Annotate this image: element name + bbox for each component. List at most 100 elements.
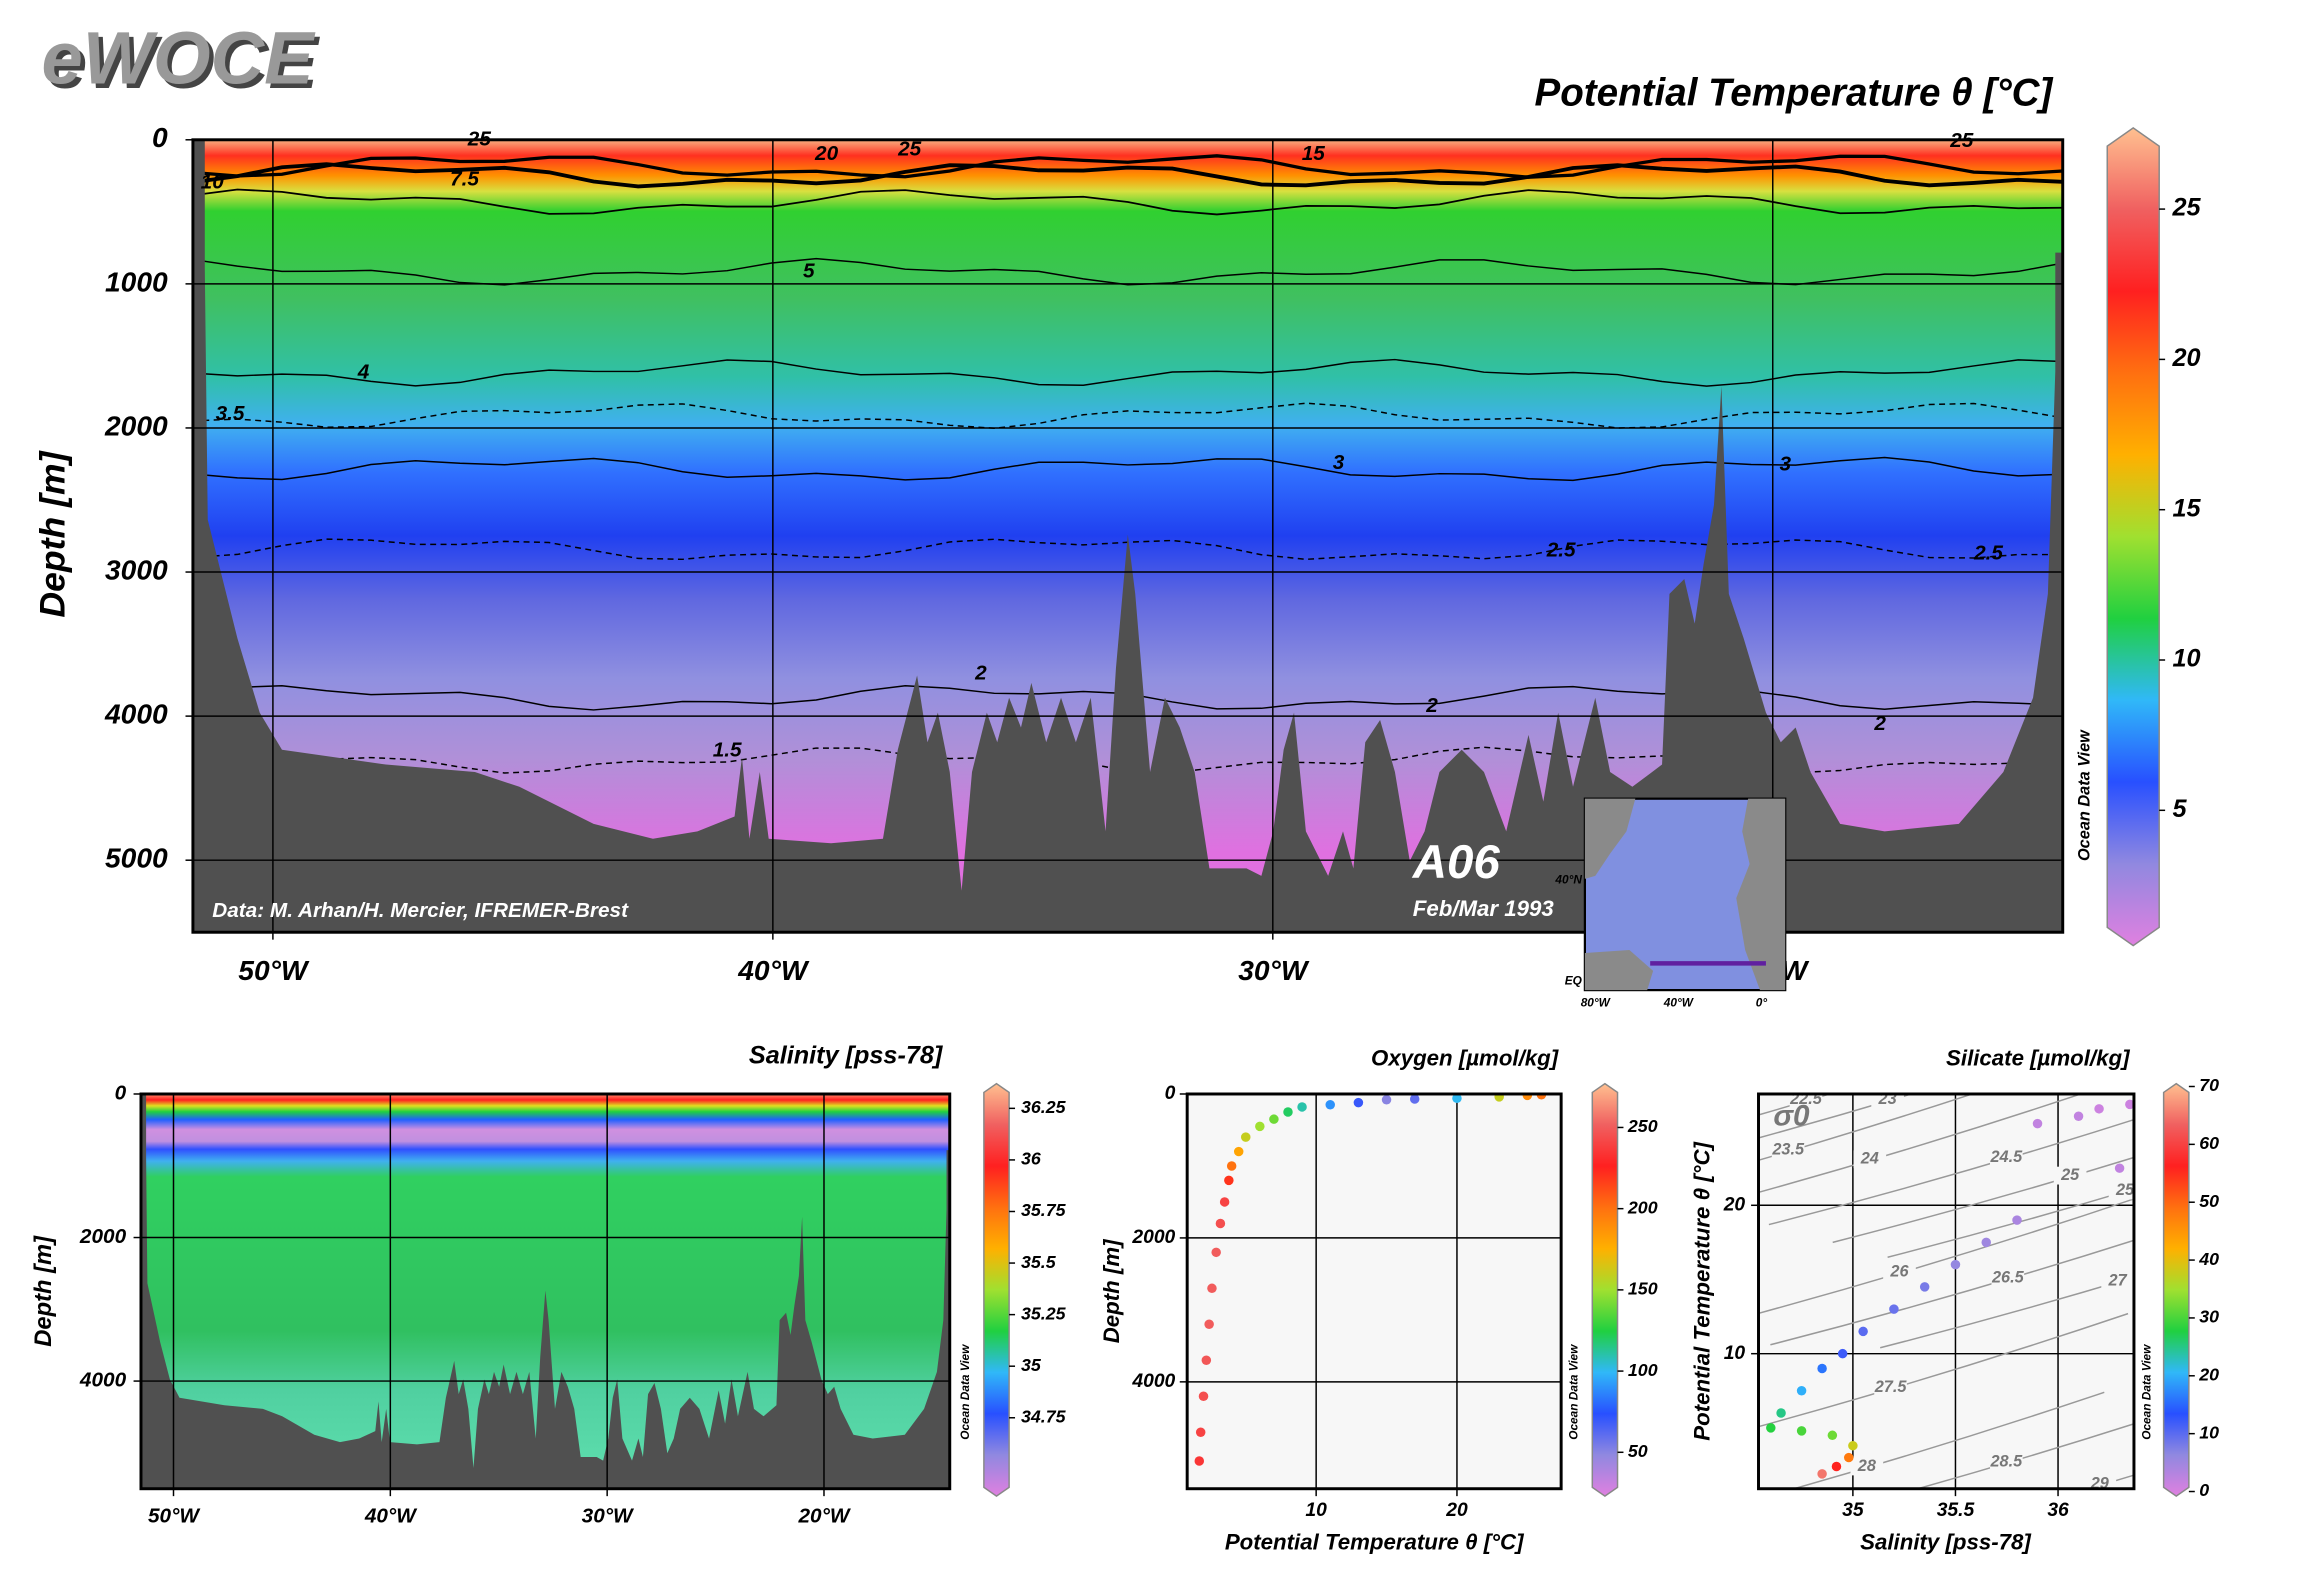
contour-label: 25 [1949, 129, 1974, 152]
data-point [1224, 1175, 1234, 1186]
y-tick-label: 20 [1723, 1194, 1746, 1215]
colorbar-tick-label: 35.5 [1021, 1252, 1057, 1272]
isopycnal-label-bg [2101, 1272, 2134, 1290]
colorbar-tick-label: 5 [2173, 795, 2188, 823]
isopycnal-label: 27.5 [1874, 1378, 1908, 1396]
map-lon-label: 80°W [1581, 996, 1612, 1010]
colorbar-tick-label: 20 [2172, 344, 2201, 372]
data-point [1325, 1100, 1335, 1110]
colorbar-tick-label: 10 [2173, 645, 2201, 673]
plot-area [140, 1093, 950, 1489]
colorbar [1591, 1082, 1619, 1498]
contour-label: 1.5 [713, 739, 742, 762]
plot-background [1758, 1093, 2134, 1489]
isopycnal-label: 23 [1878, 1090, 1897, 1108]
map-lat-label: EQ [1565, 973, 1583, 987]
data-point [1204, 1319, 1214, 1330]
x-tick-label: 50°W [238, 954, 310, 986]
x-tick-label: 50°W [148, 1504, 201, 1527]
credit: Data: M. Arhan/H. Mercier, IFREMER-Brest [212, 899, 629, 922]
data-point [1837, 1348, 1848, 1359]
software-label: Ocean Data View [2139, 1344, 2153, 1440]
data-point [2114, 1163, 2125, 1173]
isopycnal-label: 25 [2115, 1181, 2135, 1199]
isopycnal-label-bg [1990, 1453, 2023, 1471]
software-label: Ocean Data View [958, 1344, 972, 1440]
contour-label: 2.5 [1973, 541, 2003, 564]
colorbar-tick-label: 34.75 [1021, 1406, 1067, 1426]
contour-label: 3.5 [216, 402, 245, 425]
data-point [1844, 1452, 1854, 1463]
x-axis-label: Salinity [pss-78] [1860, 1530, 2032, 1555]
contour-label: 20 [814, 142, 839, 165]
colorbar-tick-label: 25 [2172, 194, 2202, 222]
plot-border [191, 138, 2065, 934]
data-point [1353, 1097, 1364, 1108]
map-lon-label: 40°W [1663, 996, 1695, 1010]
plot-area [1187, 1093, 1562, 1489]
data-point [1858, 1326, 1868, 1337]
isopycnal-label-bg [1871, 1093, 1904, 1109]
data-point [1194, 1456, 1205, 1466]
contour-line [192, 402, 2063, 430]
chart-title: Potential Temperature θ [°C] [1535, 71, 2054, 114]
data-point [1766, 1423, 1776, 1433]
date: Feb/Mar 1993 [1413, 896, 1555, 921]
isopycnal-label: 27 [2108, 1271, 2128, 1289]
chart-title: Silicate [µmol/kg] [1946, 1046, 2131, 1071]
data-point [1831, 1461, 1842, 1472]
isopycnal-label-bg [1853, 1150, 1887, 1169]
x-tick-label: 30°W [582, 1504, 635, 1527]
contour-label: 3 [1779, 452, 1791, 475]
plot-area: 22.5 23 23.5 24 24.5 25 25 26 26.5 27 27.5 28 28.5 29 [1758, 1090, 2135, 1489]
land [1584, 950, 1654, 991]
isopycnal-symbol: σ0 [1773, 1100, 1810, 1133]
colorbar-tick-label: 30 [2199, 1307, 2219, 1327]
contour-label: 7.5 [450, 167, 479, 190]
isopycnal-label: 26 [1889, 1262, 1909, 1280]
y-tick-label: 2000 [104, 409, 168, 441]
data-point [1776, 1408, 1786, 1418]
contour-label: 2.5 [1546, 538, 1576, 561]
isopycnal-label: 28.5 [1989, 1452, 2023, 1470]
data-point [2012, 1215, 2022, 1225]
colorbar-tick-label: 15 [2173, 494, 2202, 522]
chart-title: Oxygen [µmol/kg] [1371, 1046, 1560, 1071]
x-tick-label: 35 [1842, 1500, 1864, 1521]
plot-border [1185, 1092, 1563, 1491]
data-point [1494, 1093, 1504, 1102]
colorbar-tick-label: 100 [1628, 1360, 1658, 1380]
x-tick-label: 35.5 [1937, 1500, 1975, 1521]
colorbar-tick-label: 36.25 [1021, 1097, 1067, 1117]
y-tick-label: 3000 [105, 553, 168, 585]
land [1736, 798, 1786, 991]
data-point [1981, 1237, 1991, 1248]
x-tick-label: 20 [1445, 1500, 1468, 1521]
data-point [1233, 1146, 1244, 1157]
data-point [1522, 1093, 1533, 1101]
isopycnal-label: 22.5 [1789, 1090, 1823, 1108]
contour-label: 2 [1425, 694, 1438, 717]
isopycnal-label-bg [1789, 1093, 1823, 1109]
contour-line [192, 257, 2063, 286]
isopycnal-label-bg [1771, 1141, 1805, 1160]
y-tick-label: 0 [152, 121, 168, 153]
x-tick-label: 20°W [797, 1504, 851, 1527]
software-label: Ocean Data View [1567, 1344, 1581, 1440]
y-tick-label: 4000 [1131, 1371, 1175, 1392]
contour-line [192, 188, 2063, 216]
y-tick-label: 10 [1724, 1343, 1746, 1364]
y-tick-label: 0 [1165, 1083, 1176, 1104]
bathymetry [192, 139, 2063, 933]
data-point [1297, 1102, 1307, 1112]
plot-area [192, 139, 2063, 933]
logo-shadow: eWOCE [46, 21, 321, 104]
isopycnal-label-bg [1991, 1269, 2025, 1287]
colorbar [2162, 1082, 2190, 1498]
colorbar-tick-label: 35.25 [1021, 1303, 1067, 1323]
colorbar-tick-label: 60 [2199, 1133, 2219, 1153]
contour-label: 3 [1333, 451, 1345, 474]
data-point [2073, 1111, 2084, 1121]
y-tick-label: 4000 [104, 698, 168, 730]
x-axis-label: Potential Temperature θ [°C] [1225, 1530, 1525, 1555]
